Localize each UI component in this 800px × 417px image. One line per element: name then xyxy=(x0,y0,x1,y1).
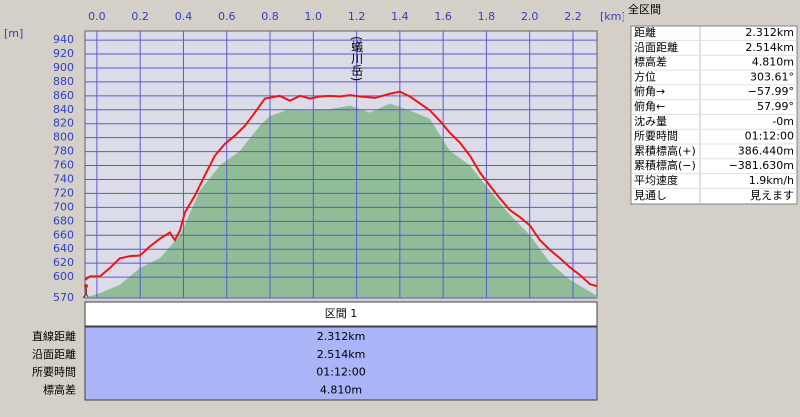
y-tick-label: 680 xyxy=(53,214,74,227)
y-tick-label: 780 xyxy=(53,145,74,158)
x-tick-label: 0.4 xyxy=(175,10,193,23)
x-tick-label: 0.8 xyxy=(261,10,279,23)
summary-value: −57.99° xyxy=(748,85,794,98)
x-tick-label: 2.0 xyxy=(521,10,539,23)
elevation-line xyxy=(84,90,598,288)
section-value: 2.312km xyxy=(317,330,366,343)
section-value: 4.810m xyxy=(320,383,362,396)
summary-label: 俯角← xyxy=(634,99,665,113)
summary-value: 2.312km xyxy=(745,26,794,39)
summary-value: 01:12:00 xyxy=(745,130,794,143)
y-tick-label: 570 xyxy=(53,291,74,304)
y-tick-label: 840 xyxy=(53,103,74,116)
summary-label: 平均速度 xyxy=(634,173,678,187)
summary-value: 2.514km xyxy=(745,41,794,54)
y-tick-label: 880 xyxy=(53,75,74,88)
y-tick-label: 600 xyxy=(53,270,74,283)
y-tick-label: 900 xyxy=(53,61,74,74)
summary-label: 累積標高(+) xyxy=(634,143,696,157)
x-tick-label: 2.2 xyxy=(564,10,582,23)
y-tick-label: 920 xyxy=(53,47,74,60)
x-tick-label: 1.8 xyxy=(478,10,496,23)
y-tick-label: 800 xyxy=(53,131,74,144)
y-tick-label: 700 xyxy=(53,200,74,213)
section-label: 沿面距離 xyxy=(32,347,76,361)
summary-value: 1.9km/h xyxy=(749,174,794,187)
x-tick-label: 0.6 xyxy=(218,10,236,23)
y-tick-label: 720 xyxy=(53,186,74,199)
summary-value: -0m xyxy=(772,115,794,128)
summary-value: 303.61° xyxy=(750,70,794,83)
summary-value: 見えます xyxy=(750,189,794,202)
y-tick-label: 940 xyxy=(53,33,74,46)
y-unit: [m] xyxy=(4,27,23,40)
summary-label: 俯角→ xyxy=(634,84,665,98)
summary-label: 沿面距離 xyxy=(634,40,678,54)
section-label: 直線距離 xyxy=(32,329,76,343)
summary-title: 全区間 xyxy=(628,2,661,16)
y-tick-label: 860 xyxy=(53,89,74,102)
section-header xyxy=(84,301,598,327)
section-label: 所要時間 xyxy=(32,366,76,379)
x-tick-label: 1.2 xyxy=(348,10,366,23)
section-label: 標高差 xyxy=(43,382,76,396)
section-value: 01:12:00 xyxy=(316,366,365,379)
x-tick-label: 1.4 xyxy=(391,10,409,23)
y-tick-label: 620 xyxy=(53,256,74,269)
summary-label: 所要時間 xyxy=(634,130,678,143)
x-tick-label: 0.0 xyxy=(88,10,106,23)
y-tick-label: 640 xyxy=(53,242,74,255)
y-tick-label: 740 xyxy=(53,172,74,185)
summary-value: 386.440m xyxy=(738,144,794,157)
y-tick-label: 820 xyxy=(53,117,74,130)
summary-label: 方位 xyxy=(634,69,656,83)
summary-label: 標高差 xyxy=(634,55,667,69)
summary-label: 距離 xyxy=(634,25,656,39)
summary-value: 4.810m xyxy=(752,56,794,69)
summary-label: 累積標高(−) xyxy=(634,158,696,172)
peak-annotation: (蟻川岳) xyxy=(350,36,364,81)
x-tick-label: 1.6 xyxy=(434,10,452,23)
section-header-text: 区間 1 xyxy=(325,307,358,320)
section-body xyxy=(84,326,598,401)
summary-label: 見通し xyxy=(634,189,667,202)
summary-value: 57.99° xyxy=(757,100,794,113)
summary-value: −381.630m xyxy=(729,159,794,172)
x-tick-label: 0.2 xyxy=(131,10,149,23)
x-unit: [km] xyxy=(600,10,626,23)
y-tick-label: 760 xyxy=(53,159,74,172)
section-value: 2.514km xyxy=(317,348,366,361)
x-tick-label: 1.0 xyxy=(305,10,323,23)
summary-label: 沈み量 xyxy=(634,114,667,128)
y-tick-label: 660 xyxy=(53,228,74,241)
